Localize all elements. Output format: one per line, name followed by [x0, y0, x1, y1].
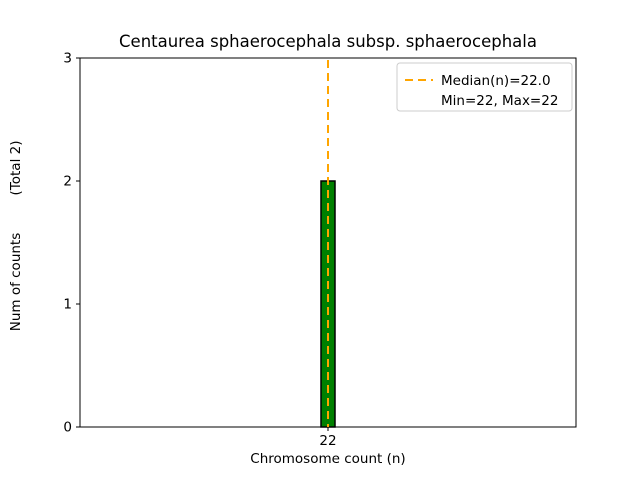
chart-title: Centaurea sphaerocephala subsp. sphaeroc…	[119, 32, 537, 51]
legend-entry-median: Median(n)=22.0	[441, 73, 551, 89]
legend-box	[396, 62, 573, 112]
x-axis-label: Chromosome count (n)	[250, 451, 405, 467]
axis-ticks-group: 0 1 2 3 22	[63, 51, 336, 450]
y-tick-label: 2	[63, 174, 72, 190]
y-tick-label: 0	[63, 420, 72, 436]
y-tick-label: 1	[63, 297, 72, 313]
y-axis-total-label: (Total 2)	[8, 141, 24, 196]
y-axis-label: Num of counts	[8, 233, 24, 332]
x-tick-label: 22	[319, 433, 336, 449]
legend: Median(n)=22.0 Min=22, Max=22	[396, 62, 573, 112]
legend-entry-minmax: Min=22, Max=22	[441, 93, 558, 109]
y-tick-label: 3	[63, 51, 72, 67]
